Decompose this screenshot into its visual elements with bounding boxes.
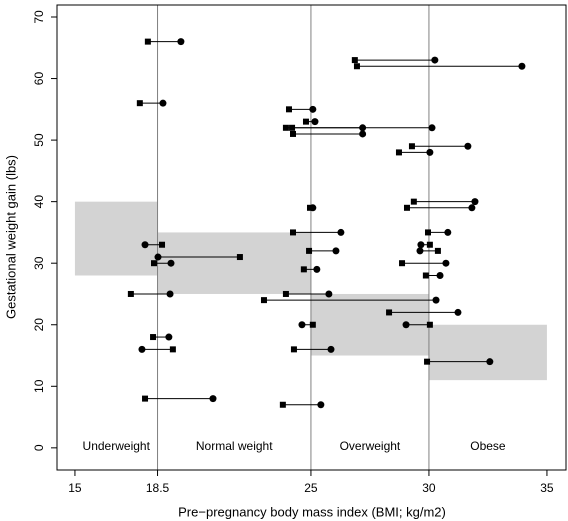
- circle-marker: [468, 204, 476, 212]
- square-marker: [410, 198, 417, 205]
- square-marker: [408, 143, 415, 150]
- category-label: Overweight: [340, 439, 401, 453]
- square-marker: [127, 290, 134, 297]
- recommended-range: [157, 232, 311, 294]
- square-marker: [426, 321, 433, 328]
- square-marker: [395, 149, 402, 156]
- circle-marker: [327, 345, 335, 353]
- square-marker: [282, 290, 289, 297]
- circle-marker: [436, 272, 444, 280]
- square-marker: [150, 334, 157, 341]
- square-marker: [285, 106, 292, 113]
- category-label: Underweight: [83, 439, 151, 453]
- square-marker: [144, 38, 151, 45]
- square-marker: [142, 395, 149, 402]
- circle-marker: [325, 290, 333, 298]
- square-marker: [424, 229, 431, 236]
- circle-marker: [426, 148, 434, 156]
- square-marker: [290, 346, 297, 353]
- y-tick-label: 30: [32, 256, 46, 270]
- y-tick-label: 40: [32, 195, 46, 209]
- square-marker: [290, 229, 297, 236]
- recommended-range: [74, 201, 158, 276]
- square-marker: [136, 100, 143, 107]
- recommended-range: [428, 324, 547, 381]
- y-tick-label: 60: [32, 72, 46, 86]
- circle-marker: [359, 130, 367, 138]
- square-marker: [300, 266, 307, 273]
- y-tick-label: 10: [32, 379, 46, 393]
- circle-marker: [177, 38, 185, 46]
- x-tick-label: 25: [304, 481, 318, 495]
- circle-marker: [442, 259, 450, 267]
- square-marker: [434, 247, 441, 254]
- circle-marker: [332, 247, 340, 255]
- x-tick-label: 30: [422, 481, 436, 495]
- square-marker: [282, 124, 289, 131]
- square-marker: [403, 204, 410, 211]
- circle-marker: [486, 358, 494, 366]
- x-tick-label: 18.5: [146, 481, 170, 495]
- circle-marker: [417, 241, 425, 249]
- square-marker: [386, 309, 393, 316]
- y-tick-label: 70: [32, 10, 46, 24]
- square-marker: [236, 254, 243, 261]
- circle-marker: [167, 259, 175, 267]
- circle-marker: [402, 321, 410, 329]
- circle-marker: [464, 142, 472, 150]
- circle-marker: [309, 204, 317, 212]
- category-label: Obese: [470, 439, 506, 453]
- square-marker: [426, 241, 433, 248]
- circle-marker: [432, 296, 440, 304]
- circle-marker: [454, 308, 462, 316]
- square-marker: [399, 260, 406, 267]
- circle-marker: [313, 265, 321, 273]
- square-marker: [279, 401, 286, 408]
- x-axis-label: Pre−pregnancy body mass index (BMI; kg/m…: [178, 504, 446, 519]
- circle-marker: [518, 62, 526, 70]
- y-tick-label: 20: [32, 318, 46, 332]
- square-marker: [353, 63, 360, 70]
- square-marker: [302, 118, 309, 125]
- circle-marker: [471, 198, 479, 206]
- circle-marker: [141, 241, 149, 249]
- circle-marker: [444, 228, 452, 236]
- circle-marker: [431, 56, 439, 64]
- square-marker: [306, 247, 313, 254]
- square-marker: [309, 321, 316, 328]
- y-tick-label: 0: [32, 444, 46, 451]
- circle-marker: [359, 124, 367, 132]
- circle-marker: [311, 118, 319, 126]
- circle-marker: [337, 228, 345, 236]
- circle-marker: [416, 247, 424, 255]
- circle-marker: [138, 345, 146, 353]
- square-marker: [351, 57, 358, 64]
- circle-marker: [309, 105, 317, 113]
- square-marker: [290, 130, 297, 137]
- category-label: Normal weight: [196, 439, 273, 453]
- square-marker: [289, 124, 296, 131]
- square-marker: [424, 358, 431, 365]
- y-axis-label: Gestational weight gain (lbs): [3, 155, 18, 319]
- circle-marker: [154, 253, 162, 261]
- circle-marker: [298, 321, 306, 329]
- circle-marker: [317, 401, 325, 409]
- circle-marker: [166, 290, 174, 298]
- square-marker: [422, 272, 429, 279]
- circle-marker: [428, 124, 436, 132]
- circle-marker: [165, 333, 173, 341]
- square-marker: [159, 241, 166, 248]
- square-marker: [260, 297, 267, 304]
- circle-marker: [209, 395, 217, 403]
- circle-marker: [159, 99, 167, 107]
- x-tick-label: 35: [540, 481, 554, 495]
- square-marker: [169, 346, 176, 353]
- square-marker: [150, 260, 157, 267]
- y-tick-label: 50: [32, 133, 46, 147]
- x-tick-label: 15: [68, 481, 82, 495]
